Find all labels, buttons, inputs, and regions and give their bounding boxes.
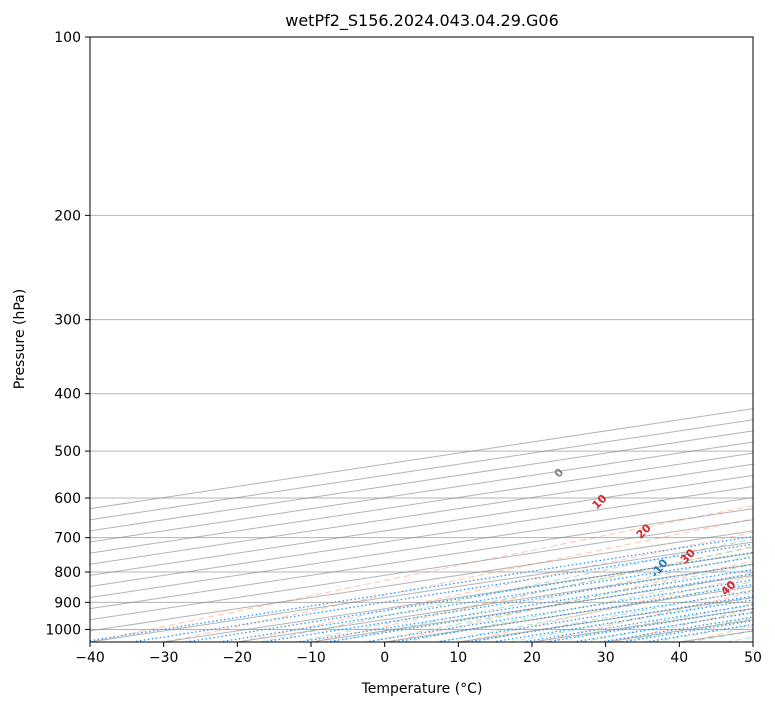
x-tick-label: 0 (380, 650, 389, 666)
mixing-ratio-line (467, 595, 753, 642)
mixing-ratio-line (326, 573, 753, 642)
moist-adiabat-label: 0 (552, 466, 567, 481)
y-axis-label: Pressure (hPa) (12, 289, 28, 389)
dry-adiabat-line (538, 591, 753, 642)
x-tick-label: 10 (449, 650, 467, 666)
moist-adiabat-line (509, 597, 753, 642)
background-lines (90, 37, 775, 642)
y-tick-label: 400 (54, 387, 81, 403)
y-tick-label: 200 (54, 208, 81, 224)
moist-adiabat-line (438, 581, 753, 642)
dry-adiabat-line (90, 505, 753, 642)
x-tick-label: 50 (744, 650, 762, 666)
chart-title: wetPf2_S156.2024.043.04.29.G06 (285, 11, 559, 31)
isotherm-line (90, 497, 753, 599)
x-tick-label: 40 (670, 650, 688, 666)
mixing-ratio-line (645, 623, 753, 642)
x-axis-label: Temperature (°C) (361, 681, 483, 697)
isotherm-line (752, 641, 753, 642)
y-tick-label: 300 (54, 313, 81, 329)
isotherm-line (90, 485, 753, 587)
isotherm-line (90, 508, 753, 610)
moist-adiabat-line (652, 624, 753, 642)
dry-adiabat-line (389, 560, 753, 642)
dry-adiabat-line (763, 37, 775, 642)
x-tick-label: 20 (523, 650, 541, 666)
moist-adiabat-line (367, 563, 753, 642)
y-tick-label: 800 (54, 565, 81, 581)
isotherm-line (90, 541, 753, 642)
axis-ticks: −40 −30 −20 −10 0 10 20 30 40 5010020030040050060… (45, 30, 762, 666)
isotherm-line (90, 474, 753, 576)
y-tick-label: 900 (54, 595, 81, 611)
dry-adiabat-label: -10 (648, 556, 671, 580)
dry-adiabat-line (314, 545, 753, 642)
y-tick-label: 500 (54, 444, 81, 460)
y-tick-label: 1000 (45, 622, 81, 638)
y-tick-label: 100 (54, 30, 81, 46)
grid-lines (90, 37, 753, 642)
mixing-ratio-line (299, 569, 753, 642)
y-tick-label: 700 (54, 531, 81, 547)
isotherm-line (90, 463, 753, 565)
moist-adiabat-line (580, 611, 753, 642)
isotherm-line (531, 608, 753, 642)
moist-adiabat-line (725, 636, 753, 642)
isotherm-line (384, 585, 753, 642)
isotherm-line (90, 530, 753, 632)
x-tick-label: −30 (149, 650, 179, 666)
dry-adiabat-line (165, 518, 753, 642)
moist-adiabat-line (260, 538, 753, 642)
moist-adiabat-line (332, 555, 753, 642)
moist-adiabat-line (296, 546, 753, 642)
x-tick-label: 30 (597, 650, 615, 666)
mixing-ratio-line (572, 612, 753, 642)
isotherm-line (90, 452, 753, 554)
x-tick-label: −40 (75, 650, 105, 666)
mixing-ratio-line (394, 583, 753, 642)
isotherm-line (90, 519, 753, 621)
plot-frame (89, 36, 754, 643)
line-labels: -100-90-80-70-60-50-40-30-20-100.10.20.4… (552, 466, 739, 599)
y-tick-label: 600 (54, 491, 81, 507)
moist-adiabat-label: 40 (718, 578, 738, 598)
mixing-ratio-line (365, 579, 753, 642)
isotherm-line (90, 441, 753, 543)
x-tick-label: −10 (296, 650, 326, 666)
mixing-ratio-line (262, 563, 753, 642)
x-tick-label: −20 (223, 650, 253, 666)
moist-adiabat-line (403, 572, 753, 642)
